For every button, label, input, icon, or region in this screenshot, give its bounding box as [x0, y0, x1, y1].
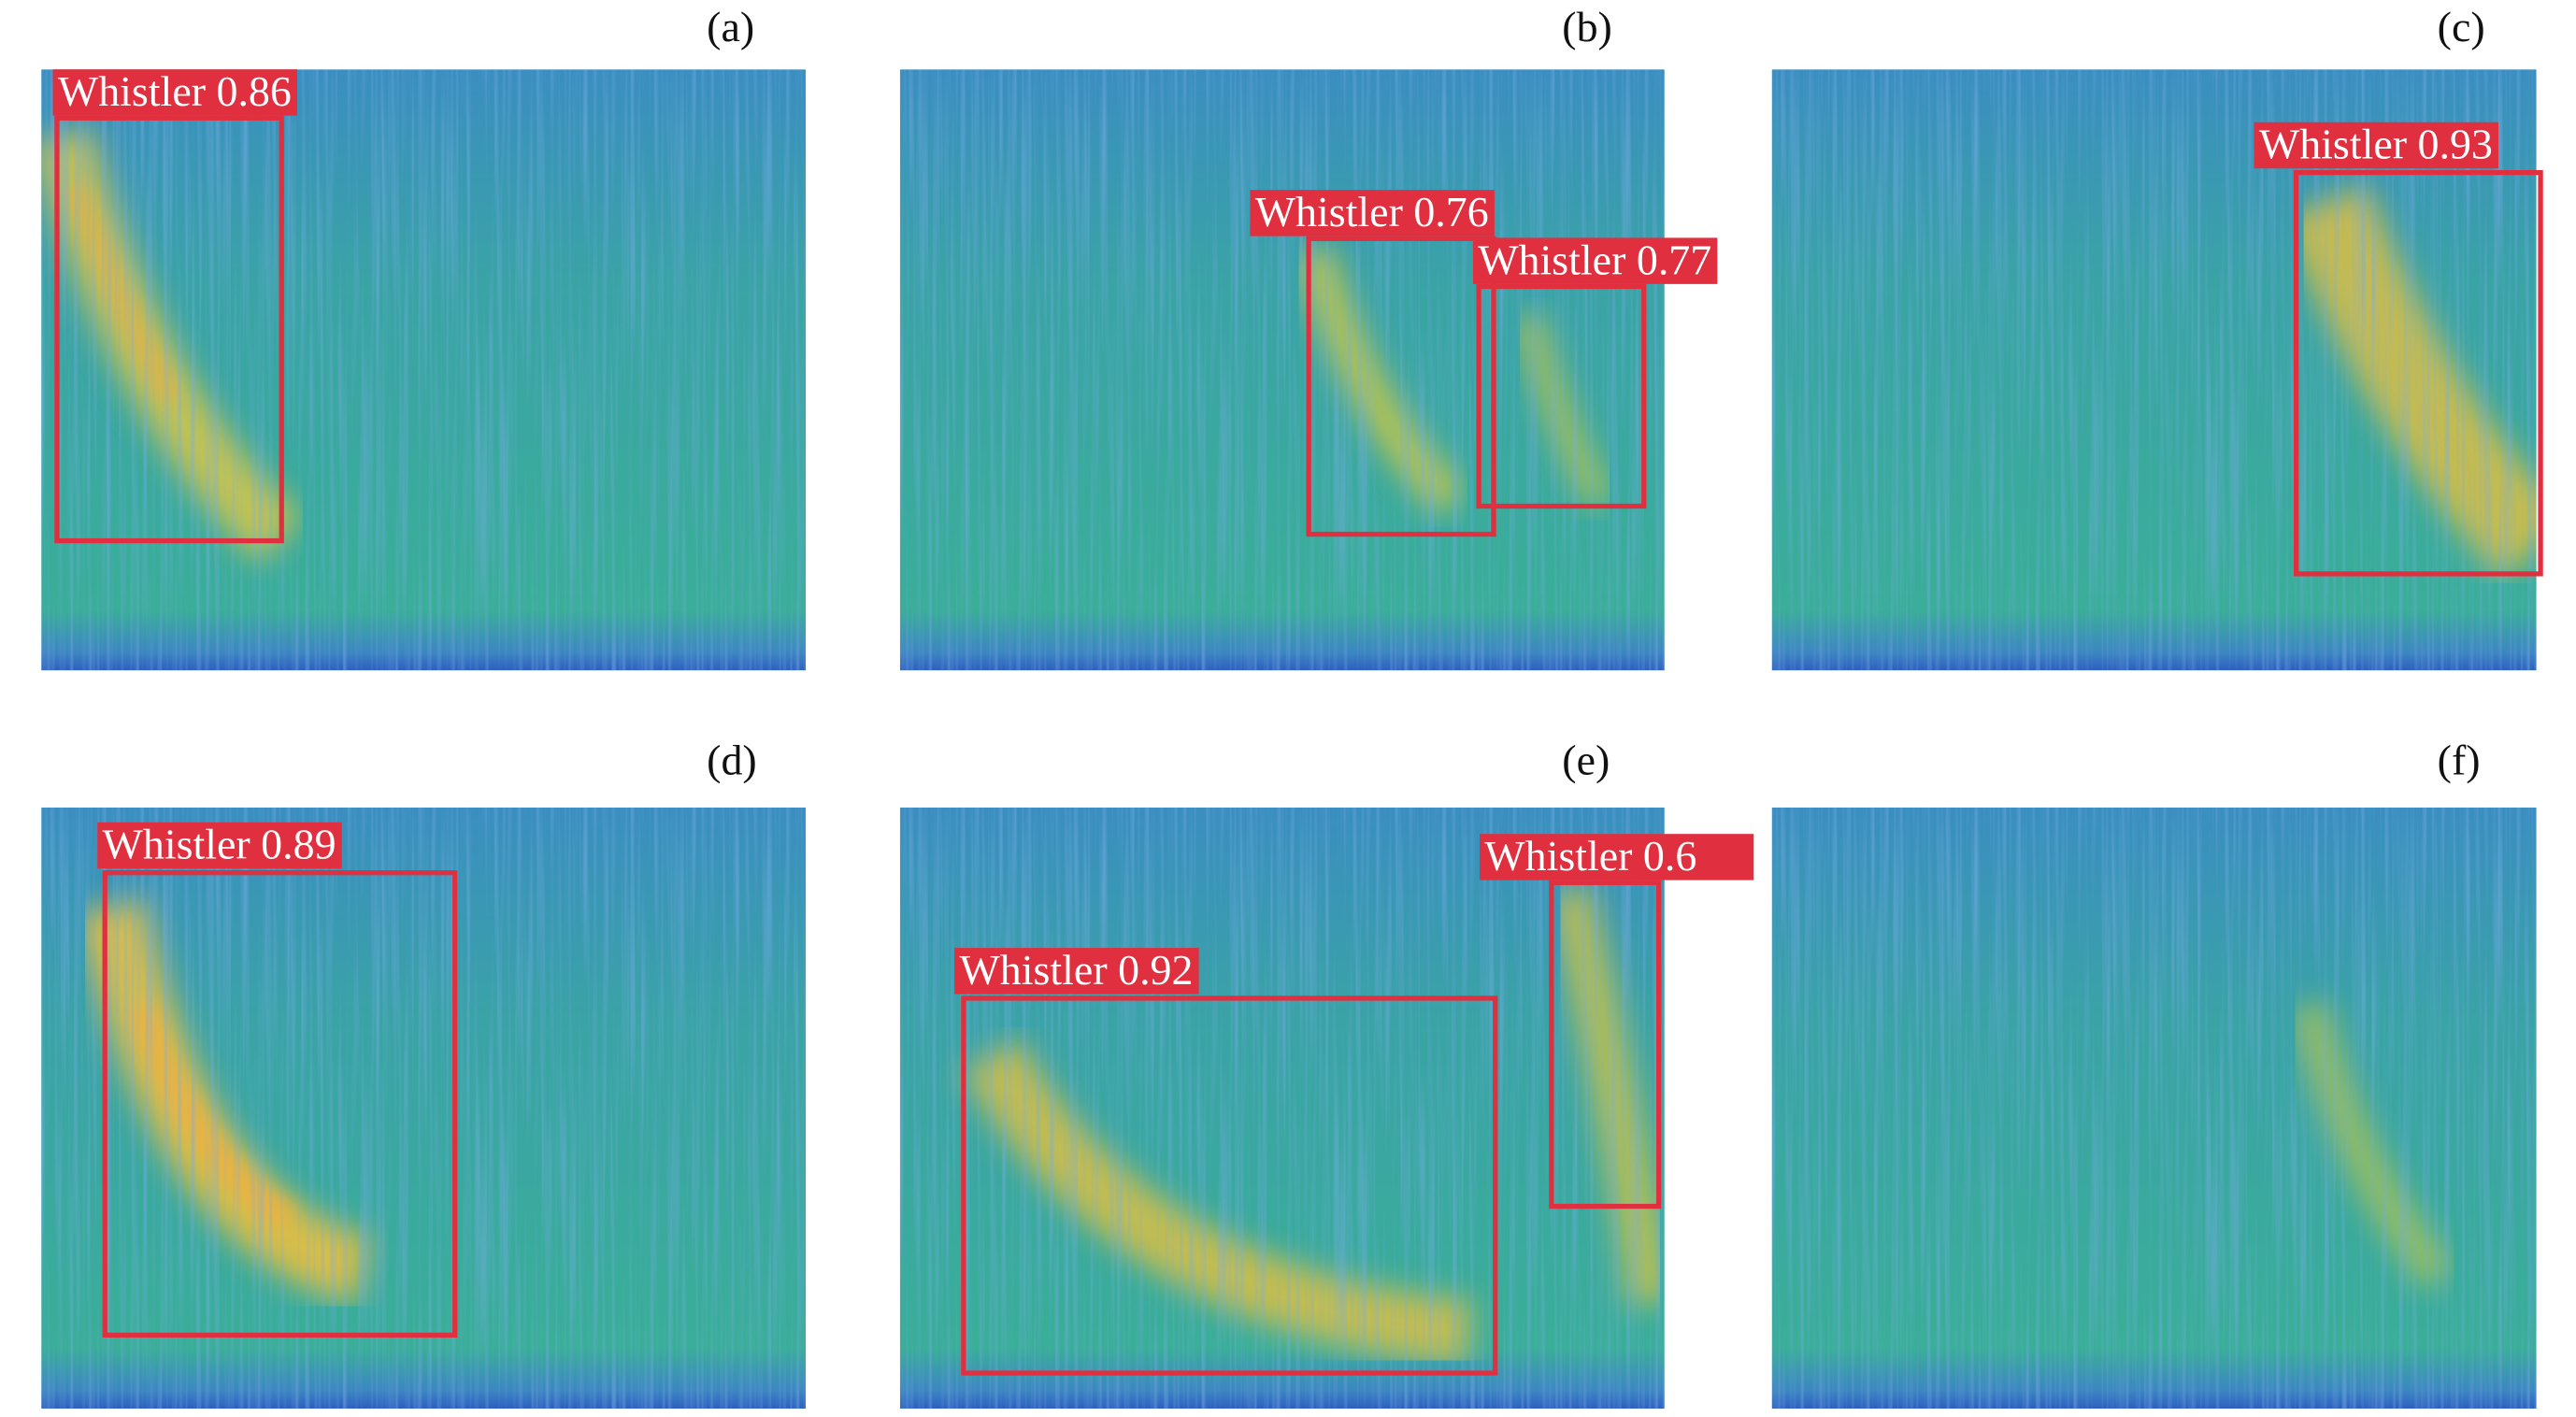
detection-label-b2: Whistler 0.77	[1472, 237, 1717, 284]
panel-label-f: (f)	[2437, 736, 2481, 785]
panel-label-c: (c)	[2437, 3, 2485, 51]
spectrogram-d	[41, 807, 807, 1409]
detection-box-e2	[1549, 880, 1662, 1209]
spectrogram-c	[1771, 69, 2537, 671]
detection-label-e1: Whistler 0.92	[954, 947, 1198, 995]
detection-box-a	[54, 115, 284, 544]
panel-label-d: (d)	[707, 736, 757, 785]
panel-label-a: (a)	[707, 3, 755, 51]
detection-box-e1	[961, 995, 1498, 1376]
detection-label-b1: Whistler 0.76	[1250, 189, 1495, 236]
detection-box-d	[102, 870, 458, 1338]
detection-box-b2	[1476, 283, 1647, 509]
spectrogram-e	[899, 807, 1665, 1409]
panel-label-e: (e)	[1562, 736, 1610, 785]
spectrogram-a	[41, 69, 807, 671]
detection-box-c	[2293, 169, 2543, 577]
detection-box-b1	[1306, 236, 1496, 537]
spectrogram-b	[899, 69, 1665, 671]
detection-label-e2: Whistler 0.6	[1479, 833, 1754, 880]
panel-label-b: (b)	[1562, 3, 1612, 51]
detection-label-c: Whistler 0.93	[2254, 122, 2498, 169]
detection-label-d: Whistler 0.89	[97, 822, 341, 869]
detection-label-a: Whistler 0.86	[52, 68, 297, 116]
spectrogram-f	[1771, 807, 2537, 1409]
